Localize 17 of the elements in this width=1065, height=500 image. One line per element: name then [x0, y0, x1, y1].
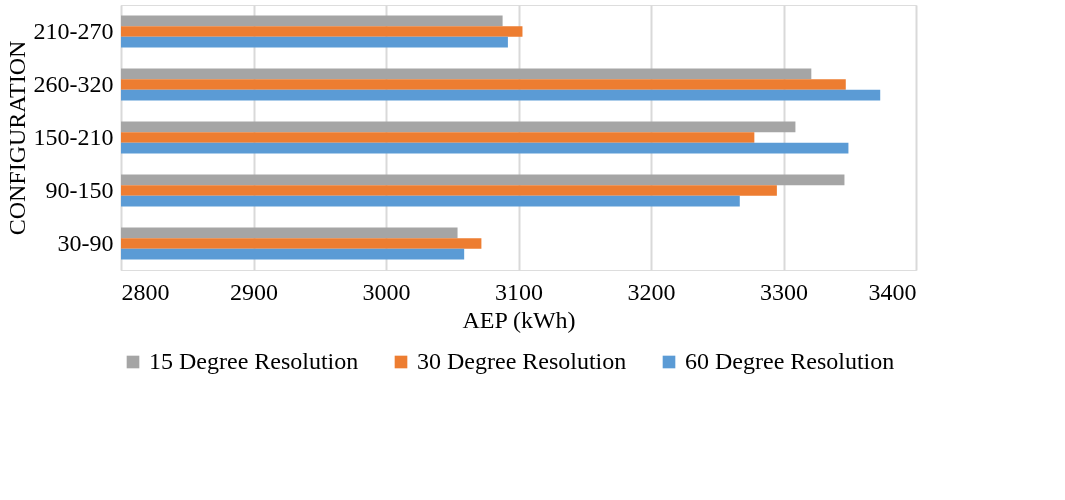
x-tick-label: 3000 — [362, 278, 411, 305]
legend-label: 15 Degree Resolution — [149, 348, 359, 374]
y-tick-label: 150-210 — [33, 123, 114, 150]
y-tick-label: 90-150 — [45, 176, 114, 203]
x-tick-label: 3100 — [495, 278, 543, 305]
y-tick-label: 30-90 — [57, 229, 114, 256]
legend-label: 30 Degree Resolution — [417, 348, 627, 374]
y-tick-label: 260-320 — [33, 70, 114, 97]
x-tick-label: 2800 — [121, 278, 170, 305]
legend-label: 60 Degree Resolution — [685, 348, 895, 374]
y-axis-title: CONFIGURATION — [3, 40, 30, 236]
x-tick-label: 2900 — [230, 278, 278, 305]
y-tick-label: 210-270 — [33, 17, 114, 44]
x-tick-label: 3200 — [627, 278, 676, 305]
x-tick-label: 3400 — [868, 278, 917, 305]
x-axis-title: AEP (kWh) — [462, 306, 576, 333]
x-tick-label: 3300 — [760, 278, 808, 305]
